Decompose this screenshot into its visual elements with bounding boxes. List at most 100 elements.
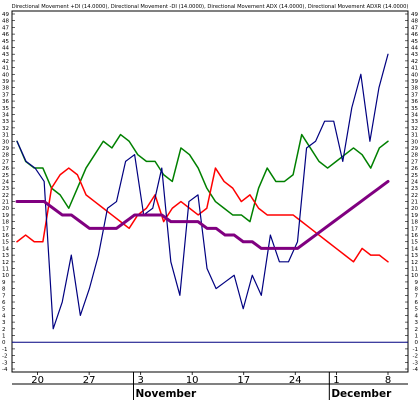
y-tick-label-left: 28 bbox=[2, 153, 9, 159]
y-tick-label-left: 8 bbox=[2, 287, 6, 293]
y-tick-label-right: 3 bbox=[415, 320, 419, 326]
y-tick-label-left: 31 bbox=[2, 133, 9, 139]
y-tick-label-left: 42 bbox=[2, 59, 9, 65]
y-tick-label-right: 8 bbox=[415, 287, 419, 293]
series-layer bbox=[15, 53, 390, 330]
x-tick-label: 3 bbox=[137, 375, 143, 386]
y-tick-label-left: 9 bbox=[2, 280, 6, 286]
y-tick-label-right: -2 bbox=[413, 354, 418, 360]
x-tick-label: 10 bbox=[186, 375, 199, 386]
y-tick-label-right: 44 bbox=[411, 45, 418, 51]
y-tick-label-left: 17 bbox=[2, 226, 9, 232]
y-tick-label-left: 45 bbox=[2, 39, 9, 45]
y-tick-label-right: -3 bbox=[413, 360, 419, 366]
y-tick-label-right: 39 bbox=[411, 79, 418, 85]
y-tick-label-left: 22 bbox=[2, 193, 9, 199]
y-tick-label-left: 32 bbox=[2, 126, 9, 132]
y-tick-label-right: 15 bbox=[411, 240, 418, 246]
y-tick-label-right: 9 bbox=[415, 280, 419, 286]
y-tick-label-left: 1 bbox=[2, 334, 6, 340]
y-tick-label-right: 13 bbox=[411, 253, 418, 259]
x-tick-label: 27 bbox=[83, 375, 96, 386]
y-tick-label-left: 20 bbox=[2, 206, 9, 212]
y-tick-label-right: 19 bbox=[411, 213, 418, 219]
y-tick-label-right: 36 bbox=[411, 99, 418, 105]
y-tick-label-left: 36 bbox=[2, 99, 9, 105]
y-tick-label-right: 5 bbox=[415, 307, 419, 313]
y-tick-label-left: 21 bbox=[2, 200, 9, 206]
y-tick-label-right: 27 bbox=[411, 159, 418, 165]
y-tick-label-left: 13 bbox=[2, 253, 9, 259]
y-tick-label-left: -4 bbox=[2, 367, 8, 373]
y-tick-label-left: 19 bbox=[2, 213, 9, 219]
month-label: November bbox=[136, 388, 198, 400]
x-tick-label: 24 bbox=[289, 375, 302, 386]
y-tick-label-right: 7 bbox=[415, 293, 419, 299]
y-tick-label-left: -3 bbox=[2, 360, 8, 366]
y-tick-label-left: 38 bbox=[2, 86, 9, 92]
y-tick-label-left: 48 bbox=[2, 19, 9, 25]
month-label: December bbox=[331, 388, 392, 400]
y-tick-label-left: 34 bbox=[2, 112, 9, 118]
series-line-adx bbox=[16, 53, 389, 330]
y-tick-label-left: 12 bbox=[2, 260, 9, 266]
y-tick-label-right: 47 bbox=[411, 25, 418, 31]
y-tick-label-right: 28 bbox=[411, 153, 418, 159]
y-tick-label-left: 29 bbox=[2, 146, 9, 152]
series-line-plus_di bbox=[16, 133, 389, 223]
y-tick-label-right: 32 bbox=[411, 126, 418, 132]
y-tick-label-right: 49 bbox=[411, 12, 418, 18]
x-tick-label: 17 bbox=[237, 375, 250, 386]
series-line-minus_di bbox=[16, 167, 389, 263]
y-tick-label-left: -2 bbox=[2, 354, 7, 360]
y-tick-label-right: 41 bbox=[411, 66, 418, 72]
y-tick-label-left: 25 bbox=[2, 173, 9, 179]
y-tick-label-right: 6 bbox=[415, 300, 419, 306]
y-tick-label-left: 2 bbox=[2, 327, 6, 333]
y-tick-label-right: 11 bbox=[411, 267, 418, 273]
chart-legend-text: Directional Movement +DI (14.0000), Dire… bbox=[12, 4, 409, 10]
y-tick-label-left: 47 bbox=[2, 25, 9, 31]
y-tick-label-left: 6 bbox=[2, 300, 6, 306]
y-tick-label-right: 43 bbox=[411, 52, 418, 58]
y-tick-label-left: 24 bbox=[2, 179, 9, 185]
y-tick-label-right: 45 bbox=[411, 39, 418, 45]
y-axis: -4 -4-3 -3-2 -2-1 -10 01 12 23 34 45 56 67 78 89 910 10… bbox=[2, 12, 419, 373]
y-tick-label-right: 4 bbox=[415, 313, 419, 319]
y-tick-label-right: 22 bbox=[411, 193, 418, 199]
y-tick-label-right: 1 bbox=[415, 334, 419, 340]
y-tick-label-left: 33 bbox=[2, 119, 9, 125]
y-tick-label-left: 41 bbox=[2, 66, 9, 72]
y-tick-label-left: 10 bbox=[2, 273, 9, 279]
y-tick-label-left: 7 bbox=[2, 293, 6, 299]
y-tick-label-right: 42 bbox=[411, 59, 418, 65]
x-tick-label: 20 bbox=[31, 375, 44, 386]
y-tick-label-right: 25 bbox=[411, 173, 418, 179]
y-tick-label-left: 3 bbox=[2, 320, 6, 326]
y-tick-label-right: 40 bbox=[411, 72, 418, 78]
y-tick-label-left: -1 bbox=[2, 347, 7, 353]
y-tick-label-left: 39 bbox=[2, 79, 9, 85]
y-tick-label-left: 46 bbox=[2, 32, 9, 38]
y-tick-label-left: 0 bbox=[2, 340, 6, 346]
y-tick-label-right: 10 bbox=[411, 273, 418, 279]
y-tick-label-right: 12 bbox=[411, 260, 418, 266]
y-tick-label-left: 40 bbox=[2, 72, 9, 78]
y-tick-label-right: 14 bbox=[411, 246, 418, 252]
y-tick-label-left: 27 bbox=[2, 159, 9, 165]
y-tick-label-left: 5 bbox=[2, 307, 6, 313]
y-tick-label-left: 49 bbox=[2, 12, 9, 18]
y-tick-label-right: 31 bbox=[411, 133, 418, 139]
y-tick-label-left: 37 bbox=[2, 92, 9, 98]
y-tick-label-left: 4 bbox=[2, 313, 6, 319]
x-tick-label: 8 bbox=[385, 375, 391, 386]
y-tick-label-left: 23 bbox=[2, 186, 9, 192]
series-line-adxr bbox=[15, 179, 390, 250]
y-tick-label-left: 11 bbox=[2, 267, 9, 273]
y-tick-label-left: 16 bbox=[2, 233, 9, 239]
y-tick-label-right: 46 bbox=[411, 32, 418, 38]
y-tick-label-left: 44 bbox=[2, 45, 9, 51]
y-tick-label-right: 48 bbox=[411, 19, 418, 25]
y-tick-label-left: 18 bbox=[2, 220, 9, 226]
